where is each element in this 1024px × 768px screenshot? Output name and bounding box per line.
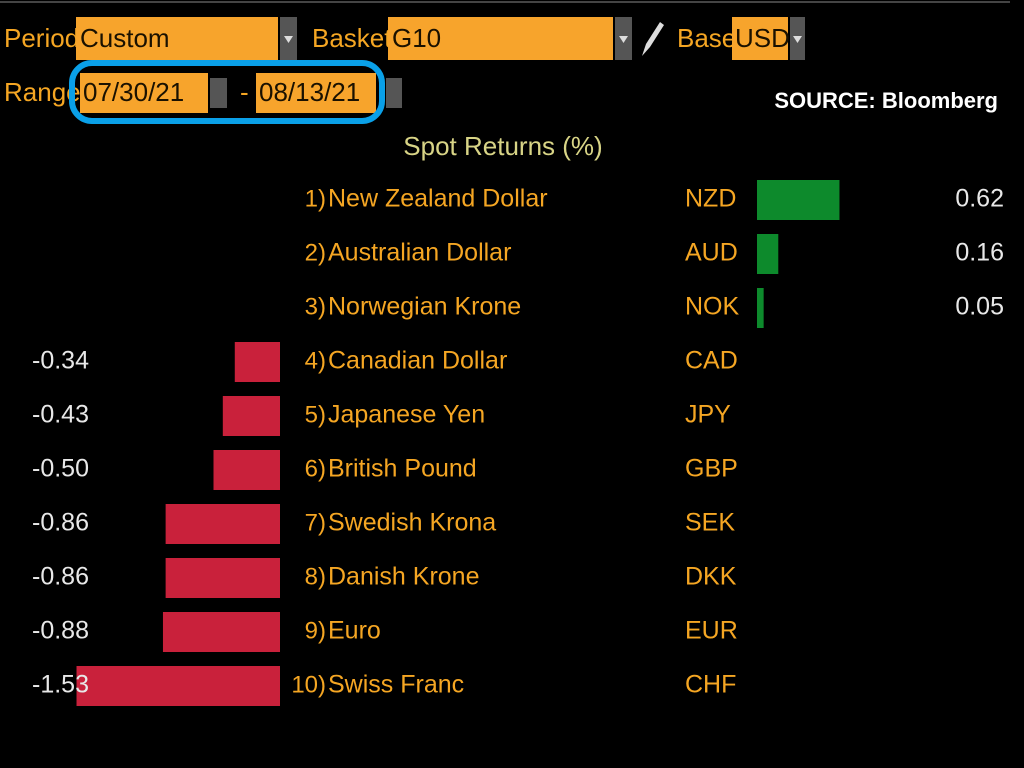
base-label: Base <box>677 23 736 53</box>
source-note: SOURCE: Bloomberg <box>774 88 998 113</box>
bar <box>165 504 280 544</box>
rank: 10) <box>291 671 326 698</box>
rank: 3) <box>305 293 326 320</box>
rank: 2) <box>305 239 326 266</box>
currency-code: AUD <box>685 239 738 267</box>
basket-field[interactable] <box>388 17 613 60</box>
rank: 7) <box>305 509 326 536</box>
bar <box>165 558 280 598</box>
currency-name: New Zealand Dollar <box>328 185 548 213</box>
period-value[interactable]: Custom <box>80 23 170 53</box>
currency-name: Australian Dollar <box>328 239 511 267</box>
range-start[interactable]: 07/30/21 <box>83 77 184 107</box>
bar <box>213 450 280 490</box>
base-field[interactable] <box>732 17 788 60</box>
calendar-icon[interactable] <box>386 78 402 108</box>
currency-name: Euro <box>328 617 381 645</box>
rank: 6) <box>305 455 326 482</box>
range-end[interactable]: 08/13/21 <box>259 77 360 107</box>
basket-value[interactable]: G10 <box>392 23 441 53</box>
currency-code: NOK <box>685 293 740 321</box>
calendar-icon[interactable] <box>210 78 227 108</box>
currency-code: EUR <box>685 617 738 645</box>
period-field[interactable] <box>76 17 278 60</box>
chart-title: Spot Returns (%) <box>403 131 602 161</box>
currency-name: Canadian Dollar <box>328 347 507 375</box>
value-label: -0.88 <box>32 617 89 645</box>
value-label: 0.62 <box>955 185 1004 213</box>
value-label: -0.34 <box>32 347 89 375</box>
range-separator: - <box>240 77 249 107</box>
value-label: -1.53 <box>32 671 89 699</box>
currency-name: Swiss Franc <box>328 671 464 699</box>
value-label: 0.05 <box>955 293 1004 321</box>
dropdown-arrow <box>284 36 293 43</box>
bar <box>162 612 280 652</box>
range-end-field[interactable] <box>256 73 376 113</box>
value-label: -0.50 <box>32 455 89 483</box>
value-label: -0.86 <box>32 509 89 537</box>
currency-name: Swedish Krona <box>328 509 496 537</box>
rank: 8) <box>305 563 326 590</box>
rank: 5) <box>305 401 326 428</box>
rows: 1) New Zealand Dollar NZD 0.62 2) Australian … <box>32 180 1004 706</box>
currency-name: Norwegian Krone <box>328 293 521 321</box>
rank: 4) <box>305 347 326 374</box>
currency-code: SEK <box>685 509 735 537</box>
rank: 9) <box>305 617 326 644</box>
currency-code: NZD <box>685 185 736 213</box>
range-start-field[interactable] <box>80 73 208 113</box>
dropdown-arrow <box>793 36 802 43</box>
currency-name: Danish Krone <box>328 563 479 591</box>
period-label: Period <box>4 23 79 53</box>
bar <box>76 666 280 706</box>
bar <box>757 180 840 220</box>
currency-code: GBP <box>685 455 738 483</box>
value-label: -0.43 <box>32 401 89 429</box>
currency-code: JPY <box>685 401 731 429</box>
bar <box>234 342 280 382</box>
currency-code: CAD <box>685 347 738 375</box>
dropdown-arrow <box>619 36 628 43</box>
range-label: Range <box>4 77 81 107</box>
basket-label: Basket <box>312 23 392 53</box>
rank: 1) <box>305 185 326 212</box>
value-label: -0.86 <box>32 563 89 591</box>
highlight-outline <box>69 60 385 124</box>
bar <box>222 396 280 436</box>
base-value[interactable]: USD <box>735 23 790 53</box>
currency-code: DKK <box>685 563 737 591</box>
bar <box>757 234 779 274</box>
currency-code: CHF <box>685 671 736 699</box>
bar <box>757 288 764 328</box>
currency-name: Japanese Yen <box>328 401 485 429</box>
value-label: 0.16 <box>955 239 1004 267</box>
currency-name: British Pound <box>328 455 477 483</box>
edit-icon[interactable] <box>642 22 664 56</box>
